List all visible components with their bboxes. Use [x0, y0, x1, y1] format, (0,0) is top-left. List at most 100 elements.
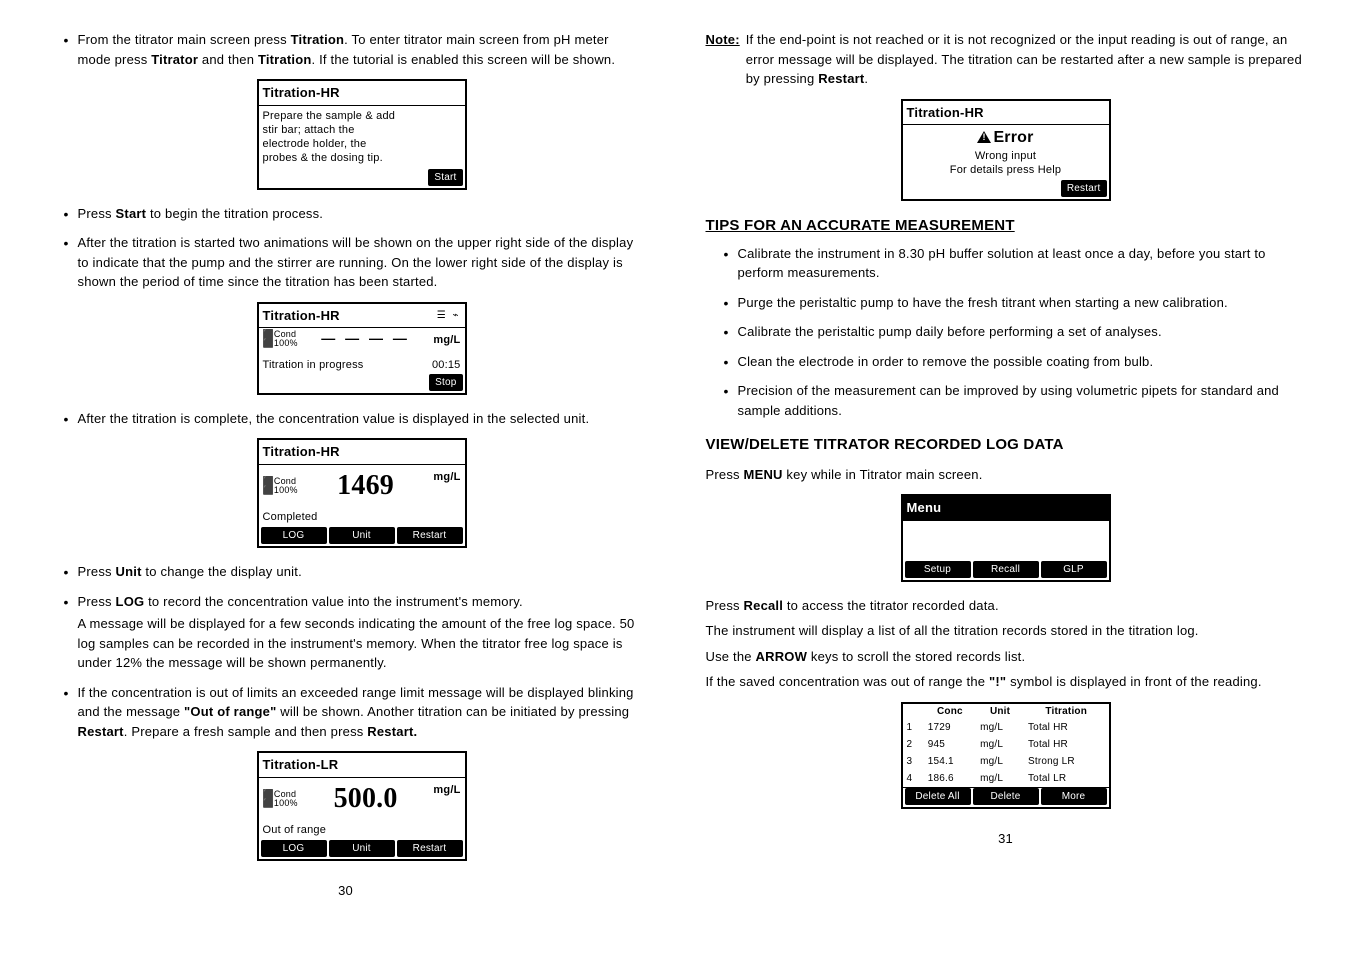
text-bold: Restart.	[367, 724, 417, 739]
text: Use the	[706, 649, 756, 664]
setup-button[interactable]: Setup	[905, 561, 971, 578]
lcd-text: stir bar; attach the	[263, 123, 461, 137]
note-label: Note:	[706, 30, 740, 50]
instruction-list-left: From the titrator main screen press Titr…	[46, 30, 646, 861]
tips-heading: TIPS FOR AN ACCURATE MEASUREMENT	[706, 215, 1306, 238]
log-button[interactable]: LOG	[261, 527, 327, 544]
page-31: Note: If the end-point is not reached or…	[706, 30, 1306, 901]
log-button[interactable]: LOG	[261, 840, 327, 857]
more-button[interactable]: More	[1041, 788, 1107, 805]
unit-label: mg/L	[433, 782, 460, 799]
text-bold: Titration	[291, 32, 345, 47]
text-bold: Start	[116, 206, 147, 221]
text: to begin the titration process.	[146, 206, 323, 221]
text: will be shown. Another titration can be …	[276, 704, 629, 719]
delete-all-button[interactable]: Delete All	[905, 788, 971, 805]
list-item: Calibrate the instrument in 8.30 pH buff…	[724, 244, 1306, 283]
lcd-footer: Setup Recall GLP	[903, 561, 1109, 580]
progress-text: Titration in progress	[263, 357, 364, 374]
text: Press	[78, 206, 116, 221]
text: Press	[706, 467, 744, 482]
recall-button[interactable]: Recall	[973, 561, 1039, 578]
table-header-row: Conc Unit Titration	[903, 704, 1109, 719]
table-row[interactable]: 2945mg/LTotal HR	[903, 736, 1109, 753]
text: . Prepare a fresh sample and then press	[124, 724, 368, 739]
text: . If the tutorial is enabled this screen…	[312, 52, 616, 67]
unit-label: mg/L	[433, 332, 460, 349]
page-number: 30	[46, 881, 646, 901]
text: After the titration is started two anima…	[78, 235, 634, 289]
log-table-screen: Conc Unit Titration 11729mg/LTotal HR294…	[901, 702, 1111, 809]
lcd-screen-menu: Menu Setup Recall GLP	[901, 494, 1111, 582]
restart-button[interactable]: Restart	[397, 527, 463, 544]
lcd-title: Titration-HR	[903, 101, 1109, 126]
paragraph: If the saved concentration was out of ra…	[706, 672, 1306, 692]
view-delete-heading: VIEW/DELETE TITRATOR RECORDED LOG DATA	[706, 434, 1306, 457]
text: If the saved concentration was out of ra…	[706, 674, 990, 689]
text: to record the concentration value into t…	[144, 594, 523, 609]
text: to access the titrator recorded data.	[783, 598, 999, 613]
glp-button[interactable]: GLP	[1041, 561, 1107, 578]
error-detail: For details press Help	[907, 163, 1105, 177]
delete-button[interactable]: Delete	[973, 788, 1039, 805]
log-table: Conc Unit Titration 11729mg/LTotal HR294…	[903, 704, 1109, 787]
restart-button[interactable]: Restart	[397, 840, 463, 857]
warning-icon	[977, 131, 991, 143]
list-item: Calibrate the peristaltic pump daily bef…	[724, 322, 1306, 342]
list-item: Precision of the measurement can be impr…	[724, 381, 1306, 420]
list-item: Press Unit to change the display unit.	[64, 562, 646, 582]
lcd-footer: Start	[259, 169, 465, 188]
lcd-screen-3: Titration-HR ⬛Cond ⬛100% 1469 mg/L Compl…	[257, 438, 467, 548]
unit-button[interactable]: Unit	[329, 840, 395, 857]
start-button[interactable]: Start	[428, 169, 462, 186]
paragraph: The instrument will display a list of al…	[706, 621, 1306, 641]
lcd-title: Titration-HR	[263, 306, 340, 326]
paragraph: Use the ARROW keys to scroll the stored …	[706, 647, 1306, 667]
note-block: Note: If the end-point is not reached or…	[706, 30, 1306, 89]
text-bold: "!"	[989, 674, 1006, 689]
page-30: From the titrator main screen press Titr…	[46, 30, 646, 901]
col-conc: Conc	[924, 704, 976, 719]
reading-value: 1469	[337, 465, 394, 507]
text: Press	[78, 594, 116, 609]
error-detail: Wrong input	[907, 149, 1105, 163]
lcd-body	[903, 521, 1109, 561]
text: key while in Titrator main screen.	[783, 467, 983, 482]
lcd-screen-error: Titration-HR Error Wrong input For detai…	[901, 99, 1111, 202]
restart-button[interactable]: Restart	[1061, 180, 1107, 197]
cond-indicator: ⬛Cond ⬛100%	[263, 790, 298, 808]
lcd-body: Error Wrong input For details press Help	[903, 125, 1109, 180]
elapsed-time: 00:15	[432, 357, 461, 374]
text: keys to scroll the stored records list.	[807, 649, 1025, 664]
unit-button[interactable]: Unit	[329, 527, 395, 544]
text-bold: "Out of range"	[184, 704, 276, 719]
cond-indicator: ⬛Cond ⬛100%	[263, 477, 298, 495]
text: and then	[198, 52, 258, 67]
table-row[interactable]: 3154.1mg/LStrong LR	[903, 753, 1109, 770]
table-row[interactable]: 4186.6mg/LTotal LR	[903, 770, 1109, 787]
lcd-text: probes & the dosing tip.	[263, 151, 461, 165]
lcd-footer: LOG Unit Restart	[259, 840, 465, 859]
text-bold: ARROW	[756, 649, 808, 664]
log-footer: Delete All Delete More	[903, 787, 1109, 807]
lcd-title: Menu	[903, 496, 1109, 521]
lcd-screen-2: Titration-HR ☰ ⌁ ⬛Cond ⬛100% — — — — mg/…	[257, 302, 467, 395]
table-row[interactable]: 11729mg/LTotal HR	[903, 719, 1109, 736]
error-label: Error	[993, 129, 1033, 146]
stop-button[interactable]: Stop	[429, 374, 462, 391]
page-number: 31	[706, 829, 1306, 849]
lcd-body: Prepare the sample & add stir bar; attac…	[259, 106, 465, 169]
text-bold: Titration	[258, 52, 312, 67]
list-item: Press LOG to record the concentration va…	[64, 592, 646, 673]
status-text: Out of range	[259, 820, 465, 841]
lcd-status-row: Titration in progress 00:15	[259, 357, 465, 374]
lcd-title: Titration-HR	[259, 440, 465, 465]
lcd-text: electrode holder, the	[263, 137, 461, 151]
text: After the titration is complete, the con…	[78, 411, 590, 426]
unit-label: mg/L	[433, 469, 460, 486]
list-item: If the concentration is out of limits an…	[64, 683, 646, 862]
lcd-footer: Restart	[903, 180, 1109, 199]
lcd-screen-1: Titration-HR Prepare the sample & add st…	[257, 79, 467, 190]
text: Press	[706, 598, 744, 613]
stirrer-pump-icon: ☰ ⌁	[437, 308, 461, 323]
